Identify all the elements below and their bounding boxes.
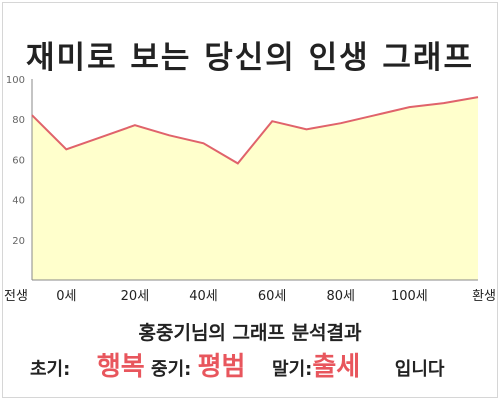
data-point [305, 128, 307, 130]
x-tick-label: 60세 [258, 289, 287, 304]
x-tick-label: 0세 [56, 289, 76, 304]
data-point [237, 162, 239, 164]
data-point [340, 122, 342, 124]
x-tick-label: 전생 [4, 289, 28, 304]
x-tick-label: 20세 [121, 289, 150, 304]
x-tick-label: 환생 [472, 289, 496, 304]
mid-value: 평범 [197, 352, 246, 382]
data-point [31, 114, 33, 116]
y-tick-label: 80 [12, 115, 25, 126]
x-tick-label: 40세 [189, 289, 218, 304]
data-point [408, 106, 410, 108]
late-label: 말기: [272, 359, 313, 380]
data-point [374, 114, 376, 116]
early-label: 초기: [30, 359, 71, 380]
plot-area: 20 40 60 80 100 전생 0세 20세 40세 60세 80세 100세 환생 [4, 75, 496, 304]
suffix-text: 입니다 [394, 359, 445, 380]
x-tick-label: 80세 [327, 289, 356, 304]
data-point [134, 124, 136, 126]
chart-title: 재미로 보는 당신의 인생 그래프 [26, 40, 474, 76]
series-line [31, 96, 479, 165]
data-point [477, 96, 479, 98]
late-value: 출세 [312, 352, 361, 382]
data-point [203, 142, 205, 144]
analysis-headline: 홍중기님의 그래프 분석결과 [138, 322, 362, 344]
y-tick-label: 100 [6, 75, 25, 86]
data-point [168, 134, 170, 136]
y-tick-label: 60 [12, 155, 25, 166]
y-tick-label: 20 [12, 236, 25, 247]
data-point [100, 136, 102, 138]
area-fill [32, 97, 478, 280]
data-point [271, 120, 273, 122]
mid-label: 중기: [151, 359, 192, 380]
x-tick-label: 100세 [391, 289, 428, 304]
analysis-summary: 초기: 행복 중기: 평범 말기:출세 입니다 [30, 346, 490, 383]
early-value: 행복 [96, 352, 145, 382]
y-tick-label: 40 [12, 196, 25, 207]
data-point [443, 102, 445, 104]
data-point [65, 148, 67, 150]
